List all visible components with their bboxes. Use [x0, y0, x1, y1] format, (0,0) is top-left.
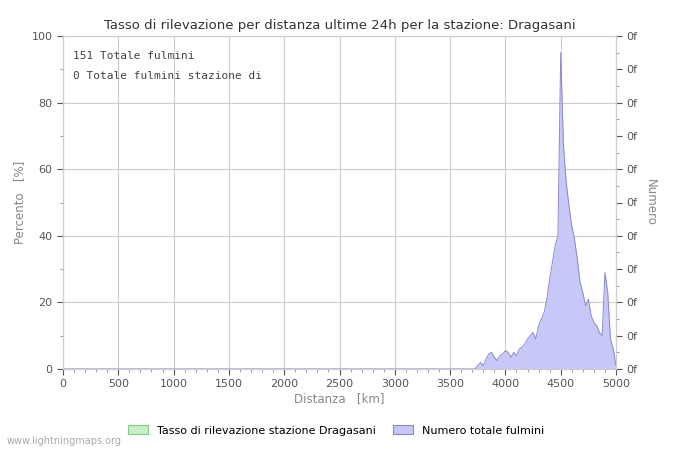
Y-axis label: Numero: Numero [644, 179, 657, 226]
Legend: Tasso di rilevazione stazione Dragasani, Numero totale fulmini: Tasso di rilevazione stazione Dragasani,… [124, 421, 548, 440]
Y-axis label: Percento   [%]: Percento [%] [13, 161, 26, 244]
Text: www.lightningmaps.org: www.lightningmaps.org [7, 436, 122, 446]
X-axis label: Distanza   [km]: Distanza [km] [294, 392, 385, 405]
Title: Tasso di rilevazione per distanza ultime 24h per la stazione: Dragasani: Tasso di rilevazione per distanza ultime… [104, 19, 575, 32]
Text: 151 Totale fulmini: 151 Totale fulmini [73, 51, 195, 61]
Text: 0 Totale fulmini stazione di: 0 Totale fulmini stazione di [73, 71, 262, 81]
